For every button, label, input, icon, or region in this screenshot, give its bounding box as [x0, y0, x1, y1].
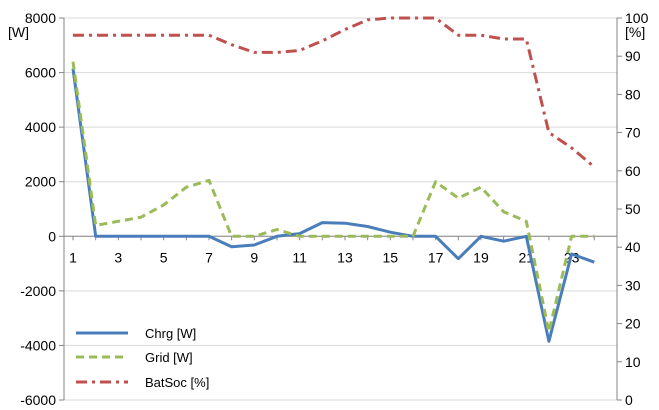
right-tick-label: 60 [625, 163, 641, 179]
left-tick-label: -2000 [20, 283, 56, 299]
x-tick-label: 7 [205, 249, 213, 265]
x-tick-label: 15 [383, 249, 399, 265]
x-tick-label: 3 [114, 249, 122, 265]
left-tick-label: 8000 [25, 10, 56, 26]
left-tick-label: -6000 [20, 392, 56, 408]
series-line-chrgw [71, 68, 595, 343]
left-tick-label: 0 [48, 228, 56, 244]
x-tick-label: 13 [337, 249, 353, 265]
right-unit-label: [%] [625, 24, 645, 40]
right-tick-label: 100 [625, 10, 649, 26]
legend-label: Chrg [W] [145, 326, 196, 341]
right-tick-label: 80 [625, 86, 641, 102]
right-tick-label: 90 [625, 48, 641, 64]
x-tick-label: 11 [292, 249, 307, 265]
right-tick-label: 70 [625, 125, 641, 141]
legend-label: Grid [W] [145, 350, 193, 365]
right-tick-label: 50 [625, 201, 641, 217]
x-tick-label: 17 [428, 249, 444, 265]
left-unit-label: [W] [8, 24, 29, 40]
right-tick-label: 20 [625, 316, 641, 332]
series-line-batsoc [73, 16, 596, 169]
x-tick-label: 9 [250, 249, 258, 265]
x-tick-label: 19 [473, 249, 489, 265]
x-tick-label: 1 [69, 249, 77, 265]
series-line-gridw [71, 61, 595, 334]
left-tick-label: 6000 [25, 65, 56, 81]
right-tick-label: 10 [625, 354, 641, 370]
left-tick-label: -4000 [20, 337, 56, 353]
right-tick-label: 40 [625, 239, 641, 255]
legend-label: BatSoc [%] [145, 375, 209, 390]
right-tick-label: 0 [625, 392, 633, 408]
x-tick-label: 5 [160, 249, 168, 265]
left-tick-label: 4000 [25, 119, 56, 135]
left-tick-label: 2000 [25, 174, 56, 190]
right-tick-label: 30 [625, 277, 641, 293]
